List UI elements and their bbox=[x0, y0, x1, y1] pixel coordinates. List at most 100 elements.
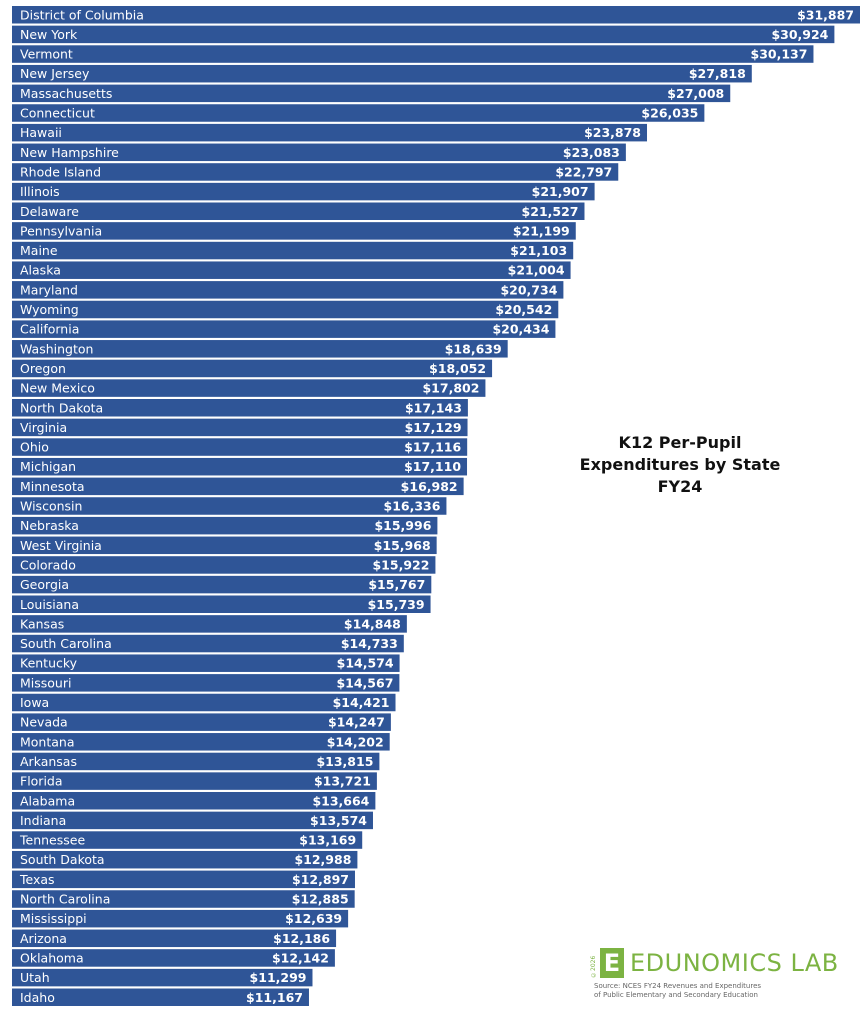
value-label-washington: $18,639 bbox=[445, 341, 502, 356]
value-label-arizona: $12,186 bbox=[273, 931, 330, 946]
value-label-wyoming: $20,542 bbox=[495, 302, 552, 317]
value-label-tennessee: $13,169 bbox=[299, 833, 356, 848]
edunomics-lab-logo: ©2026 E EDUNOMICS LAB Source: NCES FY24 … bbox=[590, 948, 860, 1008]
category-label-kentucky: Kentucky bbox=[20, 656, 78, 671]
category-label-georgia: Georgia bbox=[20, 577, 69, 592]
value-label-michigan: $17,110 bbox=[404, 459, 461, 474]
category-label-new-jersey: New Jersey bbox=[20, 66, 90, 81]
value-label-kansas: $14,848 bbox=[344, 616, 401, 631]
value-label-louisiana: $15,739 bbox=[368, 597, 425, 612]
category-label-wyoming: Wyoming bbox=[20, 302, 79, 317]
chart-title: K12 Per-Pupil Expenditures by State FY24 bbox=[540, 432, 820, 498]
value-label-virginia: $17,129 bbox=[405, 420, 462, 435]
bar-rhode-island bbox=[12, 163, 619, 181]
bar-pennsylvania bbox=[12, 222, 576, 240]
value-label-texas: $12,897 bbox=[292, 872, 349, 887]
value-label-hawaii: $23,878 bbox=[584, 125, 641, 140]
bar-california bbox=[12, 320, 556, 338]
category-label-new-york: New York bbox=[20, 27, 78, 42]
category-label-north-dakota: North Dakota bbox=[20, 400, 103, 415]
value-label-oregon: $18,052 bbox=[429, 361, 486, 376]
value-label-arkansas: $13,815 bbox=[316, 754, 373, 769]
bar-new-york bbox=[12, 25, 835, 44]
bar-wyoming bbox=[12, 300, 559, 319]
bar-indiana bbox=[12, 811, 373, 830]
bar-kentucky bbox=[12, 654, 400, 672]
value-label-kentucky: $14,574 bbox=[337, 656, 394, 671]
value-label-minnesota: $16,982 bbox=[401, 479, 458, 494]
bar-massachusetts bbox=[12, 84, 731, 103]
bar-illinois bbox=[12, 182, 595, 201]
value-label-mississippi: $12,639 bbox=[285, 911, 342, 926]
source-line-1: Source: NCES FY24 Revenues and Expenditu… bbox=[594, 982, 762, 990]
category-label-louisiana: Louisiana bbox=[20, 597, 79, 612]
bar-iowa bbox=[12, 693, 396, 712]
category-label-california: California bbox=[20, 322, 79, 337]
value-label-north-carolina: $12,885 bbox=[292, 892, 349, 907]
category-label-pennsylvania: Pennsylvania bbox=[20, 223, 102, 238]
category-label-south-dakota: South Dakota bbox=[20, 852, 105, 867]
chart-title-line-1: K12 Per-Pupil bbox=[618, 433, 742, 452]
value-label-alaska: $21,004 bbox=[508, 263, 565, 278]
category-label-michigan: Michigan bbox=[20, 459, 76, 474]
category-label-wisconsin: Wisconsin bbox=[20, 499, 82, 514]
bar-missouri bbox=[12, 674, 400, 692]
bar-washington bbox=[12, 340, 508, 358]
category-label-new-hampshire: New Hampshire bbox=[20, 145, 119, 160]
category-label-tennessee: Tennessee bbox=[19, 833, 85, 848]
category-label-utah: Utah bbox=[20, 970, 50, 985]
category-label-minnesota: Minnesota bbox=[20, 479, 85, 494]
value-label-nebraska: $15,996 bbox=[374, 518, 431, 533]
bar-oregon bbox=[12, 359, 493, 378]
value-label-alabama: $13,664 bbox=[312, 793, 369, 808]
value-label-delaware: $21,527 bbox=[522, 204, 579, 219]
category-label-alaska: Alaska bbox=[20, 263, 61, 278]
value-label-oklahoma: $12,142 bbox=[272, 950, 329, 965]
value-label-north-dakota: $17,143 bbox=[405, 400, 462, 415]
bar-kansas bbox=[12, 615, 407, 633]
logo-name: EDUNOMICS LAB bbox=[630, 949, 839, 977]
value-label-indiana: $13,574 bbox=[310, 813, 367, 828]
bar-alaska bbox=[12, 261, 571, 279]
bar-arkansas bbox=[12, 752, 380, 771]
category-label-missouri: Missouri bbox=[20, 675, 71, 690]
chart-title-line-2: Expenditures by State bbox=[579, 455, 781, 474]
bar-district-of-columbia bbox=[12, 6, 860, 24]
bar-texas bbox=[12, 870, 355, 889]
value-label-iowa: $14,421 bbox=[333, 695, 390, 710]
bar-alabama bbox=[12, 792, 376, 810]
bar-arizona bbox=[12, 929, 337, 948]
bar-ohio bbox=[12, 438, 468, 456]
category-label-kansas: Kansas bbox=[20, 616, 64, 631]
category-label-west-virginia: West Virginia bbox=[20, 538, 102, 553]
category-label-virginia: Virginia bbox=[20, 420, 67, 435]
bar-georgia bbox=[12, 575, 432, 594]
category-label-colorado: Colorado bbox=[20, 557, 76, 572]
category-label-oregon: Oregon bbox=[20, 361, 66, 376]
category-label-nevada: Nevada bbox=[20, 715, 68, 730]
category-label-delaware: Delaware bbox=[20, 204, 79, 219]
category-label-texas: Texas bbox=[19, 872, 55, 887]
category-label-montana: Montana bbox=[20, 734, 75, 749]
bar-delaware bbox=[12, 202, 585, 220]
category-label-south-carolina: South Carolina bbox=[20, 636, 112, 651]
value-label-rhode-island: $22,797 bbox=[555, 164, 612, 179]
value-label-new-mexico: $17,802 bbox=[422, 381, 479, 396]
bar-north-carolina bbox=[12, 890, 355, 908]
value-label-maryland: $20,734 bbox=[500, 282, 557, 297]
value-label-south-dakota: $12,988 bbox=[294, 852, 351, 867]
bar-tennessee bbox=[12, 831, 363, 849]
category-label-new-mexico: New Mexico bbox=[20, 381, 95, 396]
bar-west-virginia bbox=[12, 536, 437, 555]
value-label-georgia: $15,767 bbox=[368, 577, 425, 592]
bar-maine bbox=[12, 241, 574, 260]
bar-colorado bbox=[12, 556, 436, 574]
category-label-mississippi: Mississippi bbox=[20, 911, 87, 926]
value-label-nevada: $14,247 bbox=[328, 715, 385, 730]
category-label-florida: Florida bbox=[20, 774, 63, 789]
bar-south-carolina bbox=[12, 634, 404, 653]
value-label-south-carolina: $14,733 bbox=[341, 636, 398, 651]
bar-minnesota bbox=[12, 477, 464, 496]
category-label-district-of-columbia: District of Columbia bbox=[20, 7, 144, 22]
source-line-2: of Public Elementary and Secondary Educa… bbox=[594, 991, 758, 999]
